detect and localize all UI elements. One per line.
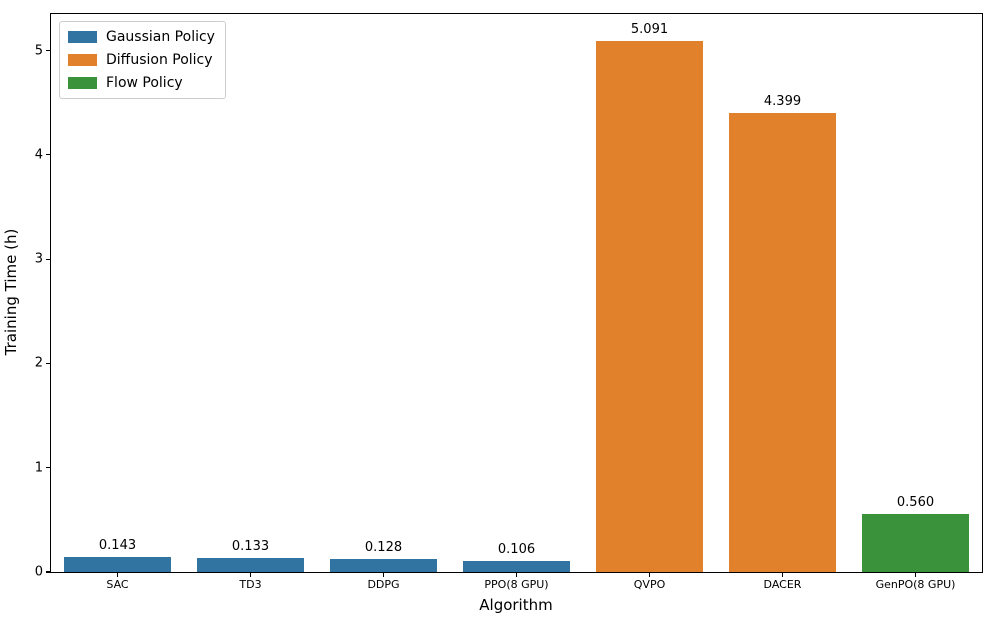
y-tick-label: 4 — [34, 147, 43, 163]
x-tick-label: TD3 — [239, 578, 262, 591]
legend-swatch-icon — [68, 54, 97, 67]
legend-item: Diffusion Policy — [68, 52, 215, 69]
y-tick-label: 1 — [34, 460, 43, 476]
y-tick-mark — [46, 154, 51, 156]
bar-sac — [64, 557, 171, 572]
y-tick-label: 3 — [34, 251, 43, 267]
legend-label: Diffusion Policy — [106, 51, 213, 68]
bar-value-label: 0.133 — [231, 539, 270, 555]
bar-value-label: 0.560 — [896, 494, 935, 510]
y-tick-label: 2 — [34, 355, 43, 371]
y-tick-mark — [46, 49, 51, 52]
legend-label: Gaussian Policy — [106, 29, 215, 45]
y-tick-label: 0 — [34, 564, 43, 580]
x-tick-mark — [382, 572, 385, 577]
bar-ppo-8-gpu- — [463, 560, 570, 572]
y-tick-mark — [46, 258, 51, 260]
x-tick-mark — [515, 572, 518, 577]
x-tick-mark — [781, 572, 784, 577]
x-tick-label: DACER — [763, 578, 802, 591]
plot-area: 0.143 0.133 0.128 0.106 5.091 4.399 0.560 0 1 2 3… — [35, 13, 983, 590]
bar-value-label: 0.106 — [497, 541, 536, 557]
legend-item: Gaussian Policy — [68, 29, 215, 46]
x-tick-mark — [648, 572, 651, 577]
bar-qvpo — [596, 41, 703, 572]
bar-td3 — [197, 558, 304, 572]
x-tick-label: QVPO — [633, 578, 666, 591]
bar-value-label: 0.128 — [364, 539, 403, 555]
x-tick-label: SAC — [106, 578, 129, 591]
legend: Gaussian Policy Diffusion Policy Flow Poli… — [59, 21, 226, 100]
x-tick-mark — [914, 572, 917, 577]
y-tick-mark — [46, 362, 51, 364]
legend-swatch-icon — [68, 76, 97, 89]
legend-item: Flow Policy — [68, 75, 215, 92]
x-axis-label: Algorithm — [479, 596, 553, 614]
x-tick-label: GenPO(8 GPU) — [875, 578, 956, 591]
bar-ddpg — [330, 558, 437, 572]
y-tick-mark — [46, 571, 51, 573]
y-tick-label: 5 — [34, 43, 43, 58]
legend-label: Flow Policy — [106, 74, 183, 91]
bar-value-label: 5.091 — [630, 22, 669, 38]
bar-genpo-8-gpu- — [862, 513, 969, 572]
bar-value-label: 0.143 — [98, 538, 137, 554]
x-tick-label: PPO(8 GPU) — [484, 578, 549, 591]
bar-value-label: 4.399 — [763, 94, 802, 110]
legend-swatch-icon — [68, 31, 97, 44]
x-tick-mark — [116, 572, 119, 577]
bar-dacer — [729, 113, 836, 572]
x-tick-mark — [249, 572, 252, 577]
x-tick-label: DDPG — [367, 578, 400, 591]
y-axis-label: Training Time (h) — [2, 228, 20, 356]
y-tick-mark — [46, 467, 51, 469]
